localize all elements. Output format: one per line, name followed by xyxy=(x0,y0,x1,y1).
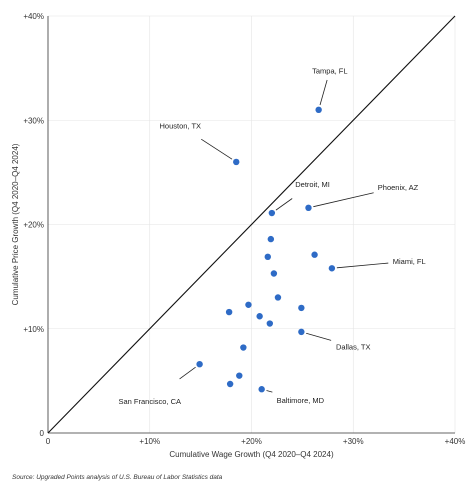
point-label: Tampa, FL xyxy=(312,66,347,75)
x-tick-label: +10% xyxy=(139,437,160,446)
x-tick-label: 0 xyxy=(46,437,51,446)
point-label: San Francisco, CA xyxy=(118,397,181,406)
y-axis-label: Cumulative Price Growth (Q4 2020–Q4 2024… xyxy=(11,143,20,305)
scatter-point xyxy=(315,106,322,114)
scatter-chart: 0 +10% +20% +30% +40% 0 +10% +20% +30% +40% Tampa… xyxy=(11,12,466,459)
scatter-point xyxy=(266,320,274,327)
scatter-point xyxy=(328,265,336,272)
point-label: Dallas, TX xyxy=(336,343,370,352)
point-label: Phoenix, AZ xyxy=(378,183,419,192)
point-label: Baltimore, MD xyxy=(277,396,325,405)
scatter-point xyxy=(240,344,247,351)
scatter-point xyxy=(267,235,275,243)
source-note: Source: Upgraded Points analysis of U.S.… xyxy=(12,474,223,481)
leader-line xyxy=(313,192,374,208)
leader-line xyxy=(201,138,233,160)
leader-line xyxy=(306,332,332,341)
scatter-point xyxy=(196,360,203,368)
leader-line xyxy=(179,366,196,380)
scatter-point xyxy=(226,380,234,388)
scatter-point xyxy=(264,253,271,261)
scatter-point xyxy=(245,301,252,308)
reference-diagonal-line xyxy=(47,15,456,434)
scatter-point xyxy=(268,209,276,217)
x-tick-label: +30% xyxy=(343,437,364,446)
scatter-point xyxy=(311,251,318,258)
leader-line xyxy=(266,390,273,393)
x-tick-label: +40% xyxy=(445,437,466,446)
scatter-point xyxy=(236,372,243,379)
y-tick-label: +10% xyxy=(23,325,44,334)
scatter-point xyxy=(256,313,263,320)
scatter-point xyxy=(258,386,265,393)
scatter-point xyxy=(274,294,282,301)
leader-line xyxy=(319,79,328,106)
y-tick-label: +30% xyxy=(23,116,44,125)
x-axis-label: Cumulative Wage Growth (Q4 2020–Q4 2024) xyxy=(169,450,334,459)
scatter-point xyxy=(305,204,312,212)
y-tick-label: 0 xyxy=(40,429,45,438)
point-label: Miami, FL xyxy=(393,257,426,266)
point-label: Detroit, MI xyxy=(295,180,330,189)
x-tick-label: +20% xyxy=(241,437,262,446)
scatter-point xyxy=(298,304,305,312)
scatter-point xyxy=(225,308,233,316)
y-tick-label: +20% xyxy=(23,221,44,230)
point-label: Houston, TX xyxy=(159,122,201,131)
scatter-point xyxy=(298,328,305,336)
leader-line xyxy=(336,262,389,269)
scatter-point xyxy=(270,270,278,277)
scatter-point xyxy=(233,158,240,166)
leader-line xyxy=(275,198,293,211)
y-tick-label: +40% xyxy=(23,12,44,21)
